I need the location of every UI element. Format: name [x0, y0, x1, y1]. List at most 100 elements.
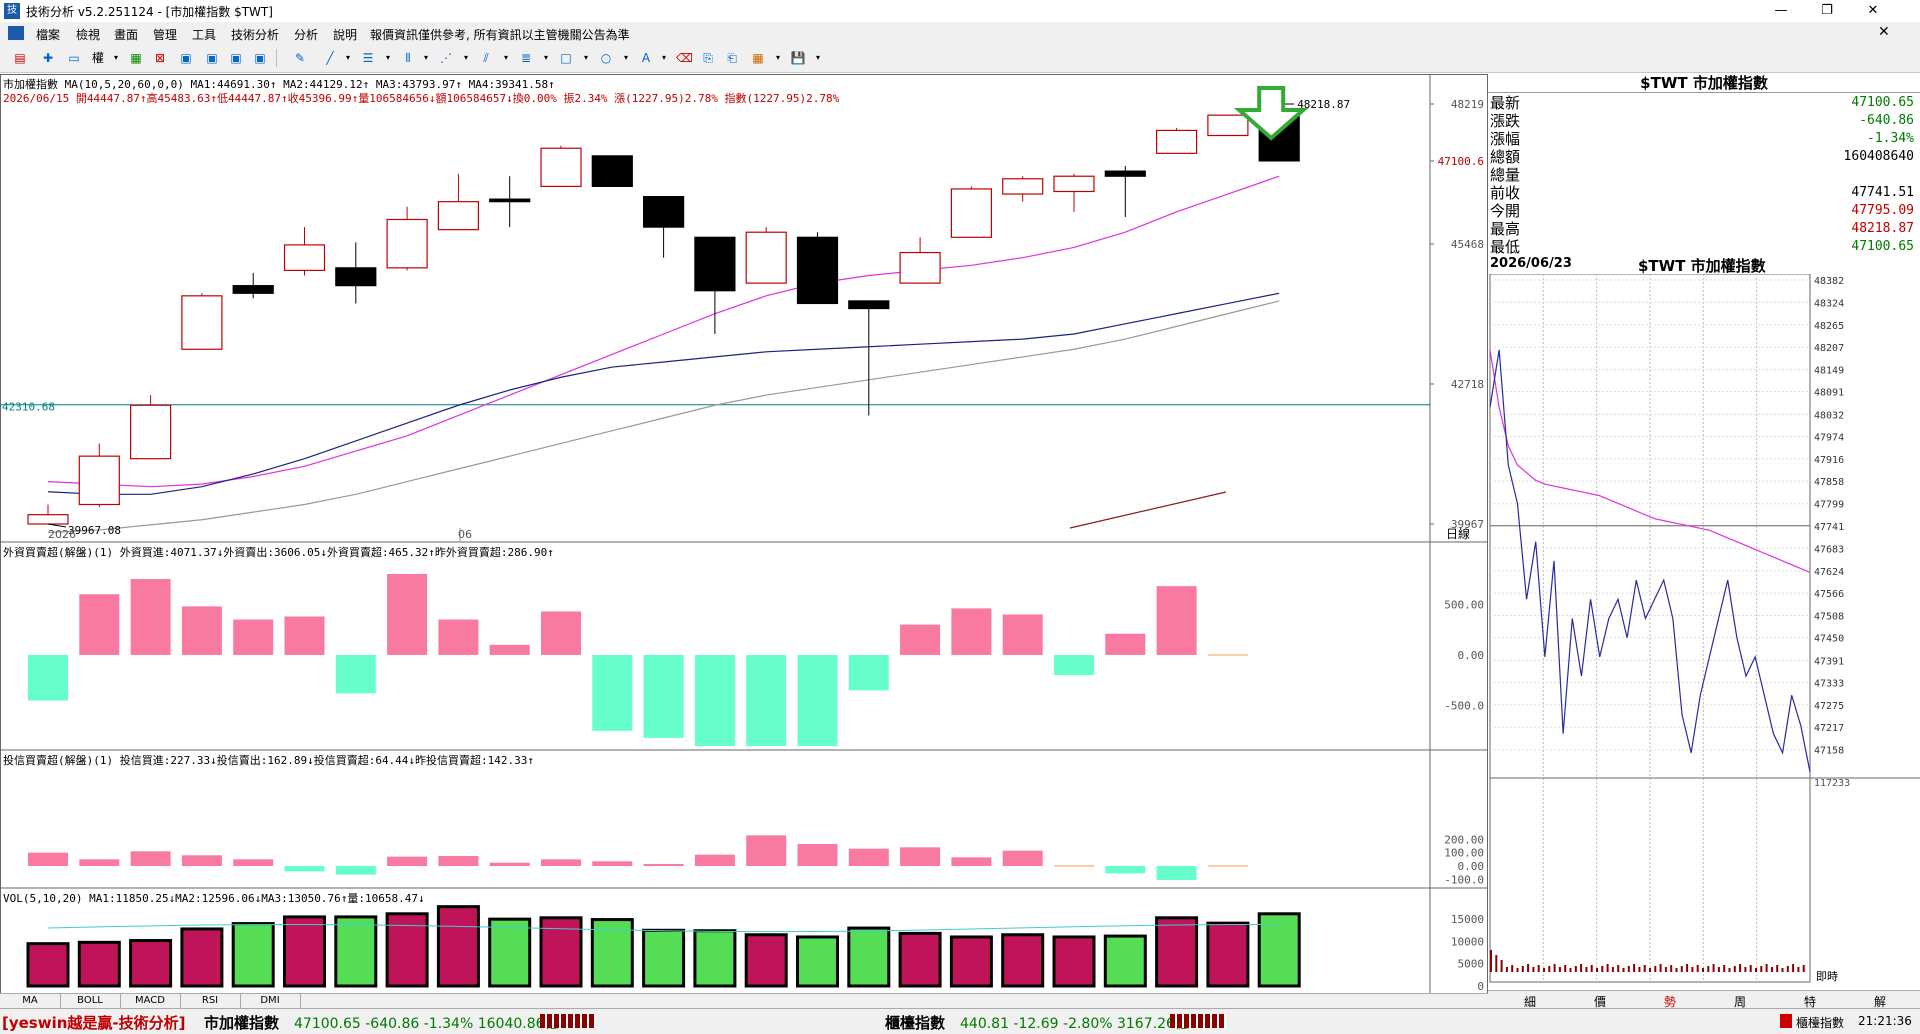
line-tool-icon[interactable]: ╱	[326, 51, 334, 65]
quote-value: -1.34%	[1867, 131, 1914, 146]
tab-boll[interactable]: BOLL	[60, 994, 121, 1008]
save-icon[interactable]: 💾	[790, 51, 806, 65]
foreign-bar	[181, 606, 222, 655]
tab-special[interactable]: 特	[1804, 995, 1817, 1009]
mdi-close-icon[interactable]: ✕	[1878, 24, 1890, 40]
fan-tool-icon[interactable]: ⋰	[440, 51, 452, 65]
ellipse-tool-icon[interactable]: ○	[600, 51, 612, 65]
dropdown-icon[interactable]: ▾	[113, 53, 118, 62]
trust-tick: 200.00	[1444, 833, 1484, 846]
quote-value: 48218.87	[1851, 221, 1914, 236]
candle-body	[489, 198, 531, 203]
vol-bar	[898, 931, 942, 988]
tab-dmi[interactable]: DMI	[240, 994, 301, 1008]
dropdown-icon[interactable]: ▾	[583, 53, 588, 62]
minimize-button[interactable]: —	[1774, 3, 1788, 18]
menu-analysis[interactable]: 分析	[294, 28, 319, 42]
tab-ma[interactable]: MA	[0, 994, 61, 1008]
intraday-vol-bar	[1680, 966, 1683, 972]
intraday-tick: 47974	[1814, 433, 1844, 444]
doc-icon[interactable]	[8, 26, 24, 40]
erase-tool-icon[interactable]: ⌫	[676, 51, 693, 65]
menu-tools[interactable]: 工具	[192, 28, 217, 42]
menu-tech-analysis[interactable]: 技術分析	[231, 28, 280, 42]
close-button[interactable]: ✕	[1867, 3, 1879, 18]
grid-icon[interactable]: ▦	[130, 51, 142, 65]
dropdown-icon[interactable]: ▾	[623, 53, 628, 62]
copy-tool-icon[interactable]: ⎘	[703, 51, 713, 65]
crosshair-icon[interactable]: ✚	[42, 51, 54, 65]
text-tool-icon[interactable]: A	[641, 51, 651, 65]
candle-body	[130, 404, 172, 460]
tab-rsi[interactable]: RSI	[180, 994, 241, 1008]
vol-bar	[180, 927, 224, 988]
tab-price[interactable]: 價	[1594, 995, 1607, 1009]
foreign-bar	[848, 654, 889, 691]
intraday-date: 2026/06/23	[1490, 256, 1572, 271]
dropdown-icon[interactable]: ▾	[423, 53, 428, 62]
maximize-button[interactable]: ❐	[1821, 3, 1833, 18]
price-tick: 48219	[1451, 98, 1484, 111]
line-window-icon[interactable]: ▣	[206, 51, 218, 65]
vol-bar	[1052, 935, 1096, 988]
palette-icon[interactable]: ▦	[752, 51, 764, 65]
dropdown-icon[interactable]: ▾	[775, 53, 780, 62]
quote-label: 漲跌	[1490, 112, 1521, 130]
trust-legend: 投信買賣超(解盤)(1) 投信買進:227.33↓投信賣出:162.89↓投信買…	[3, 754, 535, 767]
tray-icon[interactable]	[1780, 1014, 1792, 1028]
intraday-vol-bar	[1580, 964, 1583, 972]
chart-window-icon[interactable]: ▣	[180, 51, 192, 65]
intraday-tick: 47333	[1814, 679, 1844, 690]
dropdown-icon[interactable]: ▾	[661, 53, 666, 62]
hline-tool-icon[interactable]: ☰	[362, 51, 374, 65]
dropdown-icon[interactable]: ▾	[543, 53, 548, 62]
dropdown-icon[interactable]: ▾	[345, 53, 350, 62]
tab-detail[interactable]: 細	[1524, 995, 1537, 1009]
intraday-vol-bar	[1643, 965, 1646, 972]
draw-tool-icon[interactable]: ✎	[294, 51, 306, 65]
dropdown-icon[interactable]: ▾	[463, 53, 468, 62]
menu-view[interactable]: 檢視	[76, 28, 101, 42]
intraday-vol-bar	[1638, 967, 1641, 972]
tab-macd[interactable]: MACD	[120, 994, 181, 1008]
dropdown-icon[interactable]: ▾	[815, 53, 820, 62]
vline-tool-icon[interactable]: ⦀	[405, 51, 411, 65]
paste-tool-icon[interactable]: ⎗	[727, 51, 737, 65]
menu-file[interactable]: 檔案	[36, 28, 61, 42]
intraday-vol-bar	[1548, 966, 1551, 972]
intraday-tick: 47275	[1814, 701, 1844, 712]
split-window-icon[interactable]: ▣	[230, 51, 242, 65]
quote-header: $TWT 市加權指數	[1488, 74, 1920, 93]
dual-window-icon[interactable]: ▣	[254, 51, 266, 65]
intraday-vol-bar	[1495, 955, 1498, 972]
chart-area[interactable]: 48219 47100.6 45468 42718 39967 日線 42310.68 482…	[0, 74, 1488, 994]
tab-week[interactable]: 周	[1734, 995, 1747, 1009]
tray-label[interactable]: 櫃檯指數	[1796, 1016, 1845, 1030]
cancel-icon[interactable]: ⊠	[154, 51, 166, 65]
gann-tool-icon[interactable]: ≣	[520, 51, 532, 65]
tab-analysis[interactable]: 解	[1874, 995, 1887, 1009]
menu-help[interactable]: 說明	[333, 28, 358, 42]
menu-manage[interactable]: 管理	[153, 28, 178, 42]
intraday-vol-bar	[1702, 968, 1704, 972]
intraday-chart[interactable]: 48382 48324 48265 48207 48149 48091 48032 47974…	[1488, 274, 1920, 990]
foreign-bar	[1156, 586, 1197, 655]
tab-trend[interactable]: 勢	[1664, 995, 1677, 1009]
intraday-vol-bar	[1553, 964, 1556, 972]
vol-bar	[693, 929, 737, 988]
dropdown-icon[interactable]: ▾	[385, 53, 390, 62]
weight-icon[interactable]: 權	[91, 51, 104, 65]
intraday-vol-bar	[1765, 964, 1768, 972]
intraday-vol-bar	[1490, 950, 1492, 972]
vol-ma-line	[47, 924, 1280, 933]
rect-tool-icon[interactable]: □	[560, 51, 572, 65]
menu-screen[interactable]: 畫面	[114, 28, 139, 42]
quote-row: 前收 47741.51	[1490, 184, 1920, 202]
intraday-vol-bar	[1686, 964, 1689, 972]
dropdown-icon[interactable]: ▾	[503, 53, 508, 62]
save-layout-icon[interactable]: ▤	[14, 51, 26, 65]
trust-bar	[900, 847, 941, 866]
window-icon[interactable]: ▭	[68, 51, 80, 65]
channel-tool-icon[interactable]: ⫽	[483, 51, 489, 65]
